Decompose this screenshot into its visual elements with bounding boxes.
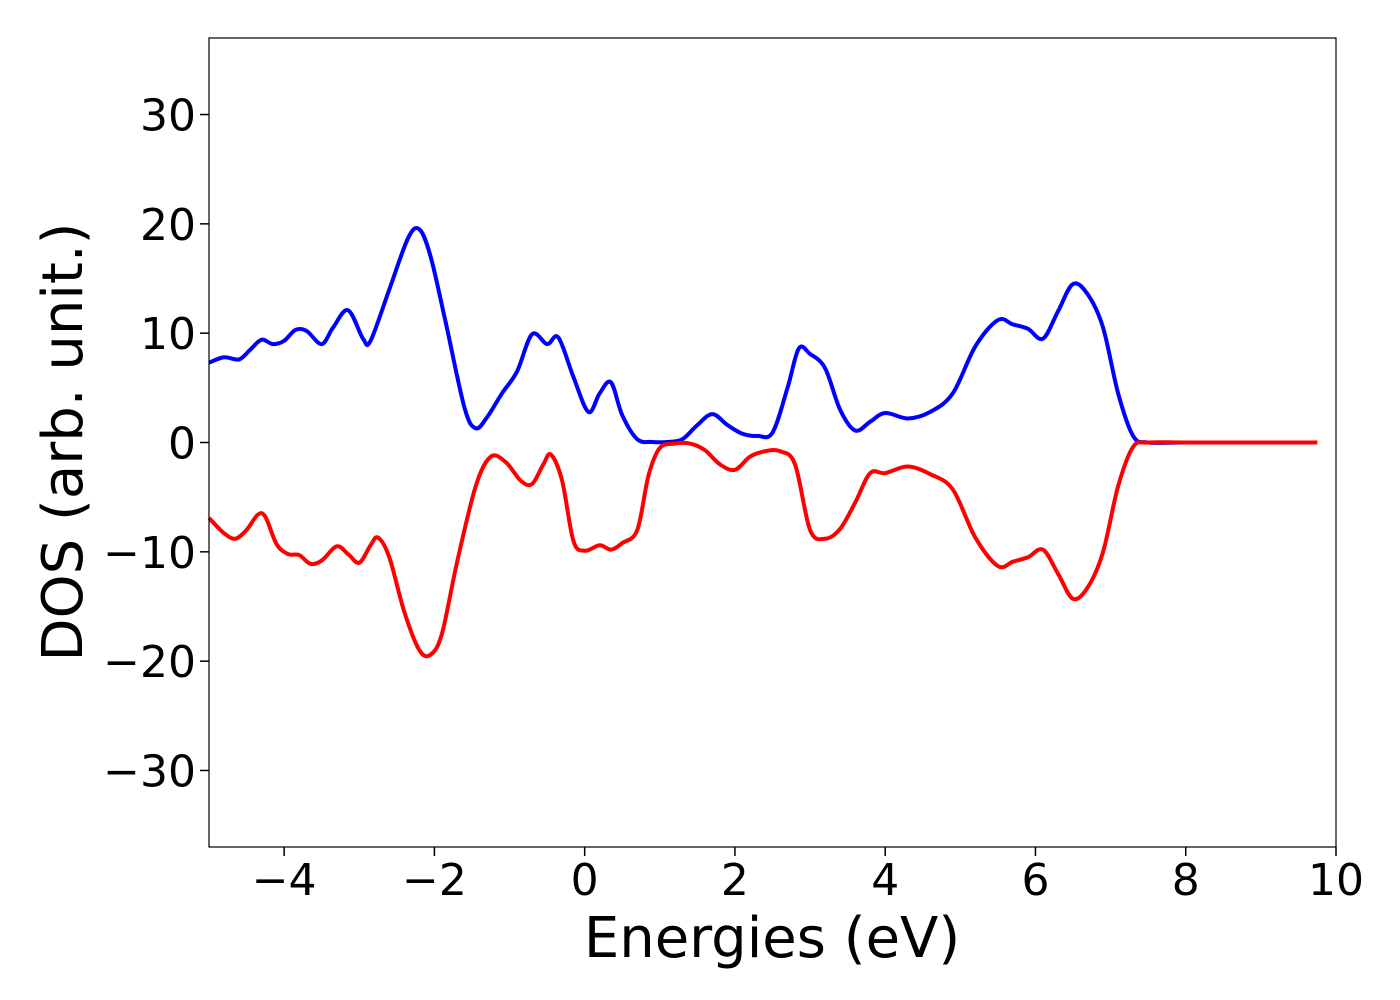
x-axis: −4 −2 0 2 4 6 8 10 xyxy=(252,847,1364,906)
x-tick-label: 8 xyxy=(1172,855,1200,906)
x-tick-label: 0 xyxy=(571,855,599,906)
x-tick-label: −4 xyxy=(252,855,317,906)
y-tick-label: 10 xyxy=(140,309,196,360)
y-tick-label: 20 xyxy=(140,200,196,251)
series-layer xyxy=(207,225,1318,659)
y-axis: 30 20 10 0 −10 −20 −30 xyxy=(103,91,209,797)
x-tick-label: 6 xyxy=(1021,855,1049,906)
x-tick-label: 4 xyxy=(871,855,899,906)
y-tick-label: −20 xyxy=(103,637,196,688)
y-tick-label: 0 xyxy=(168,419,196,470)
x-tick-label: 10 xyxy=(1308,855,1364,906)
y-axis-title: DOS (arb. unit.) xyxy=(31,222,96,661)
y-tick-label: −10 xyxy=(103,528,196,579)
series-line-1 xyxy=(208,225,1318,445)
x-tick-label: 2 xyxy=(721,855,749,906)
x-tick-label: −2 xyxy=(402,855,467,906)
y-tick-label: −30 xyxy=(103,746,196,797)
y-tick-label: 30 xyxy=(140,91,196,142)
series-line-2 xyxy=(207,440,1318,659)
x-axis-title: Energies (eV) xyxy=(584,906,960,971)
